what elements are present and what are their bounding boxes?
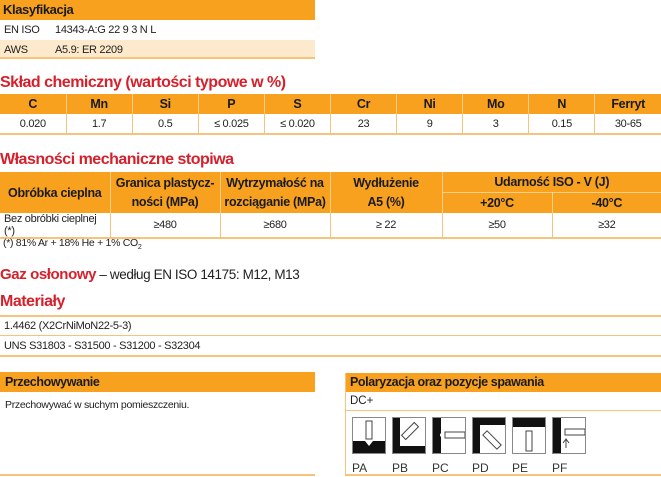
footnote: (*) 81% Ar + 18% He + 1% CO2 [3,237,142,252]
header-yield-strength: Granica plastycz-ności (MPa) [109,172,220,213]
position-pb-icon [392,417,426,454]
chem-header-c: C [0,94,67,114]
chem-header-cr: Cr [329,94,397,114]
position-label: PE [512,461,529,475]
footnote-subscript: 2 [137,244,142,252]
gas-title: Gaz osłonowy [0,266,97,283]
header-impact: Udarność ISO - V (J) [441,172,661,193]
mechanical-title: Własności mechaniczne stopiwa [0,151,234,168]
position-label: PF [552,461,568,475]
header-elongation: Wydłużenie A5 (%) [329,172,442,213]
cell-impact-40: ≥32 [551,213,661,239]
position-label: PD [472,461,489,475]
position-pe-icon [512,417,546,454]
materials-title: Materiały [0,293,65,310]
polarity-box: Polaryzacja oraz pozycje spawania DC+ PA… [345,373,661,476]
chem-header-p: P [197,94,265,114]
chem-header-mn: Mn [65,94,133,114]
position-label: PC [432,461,449,475]
chem-value-c: 0.020 [0,114,67,135]
header-impact-20: +20°C [441,192,552,213]
material-row: 1.4462 (X2CrNiMoN22-5-3) [0,315,661,336]
classification-header: Klasyfikacja [0,0,315,20]
chem-value-p: ≤ 0.025 [197,114,265,135]
standard-name: AWS [4,44,28,56]
cell-heat-treatment: Bez obróbki cieplnej (*) [0,213,110,239]
header-tensile-strength: Wytrzymałość na rozciąganie (MPa) [219,172,330,213]
chem-value-ferryt: 30-65 [594,114,661,135]
chemical-table: C Mn Si P S Cr Ni Mo N Ferryt 0.020 1.7 0.5 ≤ 0.025 ≤… [0,94,661,135]
chem-header-n: N [528,94,595,114]
header-impact-40: -40°C [551,192,661,213]
gas-line: Gaz osłonowy – według EN ISO 14175: M12,… [0,266,300,283]
standard-name: EN ISO [4,24,40,36]
storage-bottom-border [0,474,315,476]
standard-value: A5.9: ER 2209 [55,44,123,56]
polarity-header: Polaryzacja oraz pozycje spawania [346,373,661,392]
chem-value-ni: 9 [396,114,463,135]
classification-row: AWS A5.9: ER 2209 [0,40,315,59]
chem-header-mo: Mo [462,94,529,114]
cell-impact-20: ≥50 [441,213,552,239]
polarity-current: DC+ [346,392,661,411]
position-pc-icon [432,417,466,454]
chem-header-ferryt: Ferryt [594,94,661,114]
chem-value-n: 0.15 [528,114,595,135]
chem-header-ni: Ni [396,94,463,114]
position-pf-icon [552,417,586,454]
position-pa-icon [352,417,386,454]
classification-row: EN ISO 14343-A:G 22 9 3 N L [0,20,315,40]
chem-value-mn: 1.7 [65,114,133,135]
gas-text: – według EN ISO 14175: M12, M13 [99,267,300,282]
position-label: PA [352,461,368,475]
footnote-text: (*) 81% Ar + 18% He + 1% CO [3,237,138,249]
mechanical-table: Obróbka cieplna Granica plastycz-ności (… [0,172,661,239]
storage-text: Przechowywać w suchym pomieszczeniu. [5,399,190,411]
chem-header-si: Si [131,94,199,114]
material-row: UNS S31803 - S31500 - S31200 - S32304 [0,336,661,357]
standard-value: 14343-A:G 22 9 3 N L [55,24,157,36]
position-pd-icon [472,417,506,454]
chem-header-s: S [263,94,331,114]
chem-value-mo: 3 [462,114,529,135]
position-label: PB [392,461,409,475]
cell-elongation: ≥ 22 [329,213,442,239]
storage-header: Przechowywanie [0,372,315,392]
chemical-title: Skład chemiczny (wartości typowe w %) [0,74,286,91]
chem-value-si: 0.5 [131,114,199,135]
chem-value-cr: 23 [329,114,397,135]
chem-value-s: ≤ 0.020 [263,114,331,135]
header-heat-treatment: Obróbka cieplna [0,172,110,213]
cell-tensile: ≥680 [219,213,330,239]
positions-row: PA PB PC PD PE PF [352,417,652,477]
cell-yield: ≥480 [109,213,220,239]
